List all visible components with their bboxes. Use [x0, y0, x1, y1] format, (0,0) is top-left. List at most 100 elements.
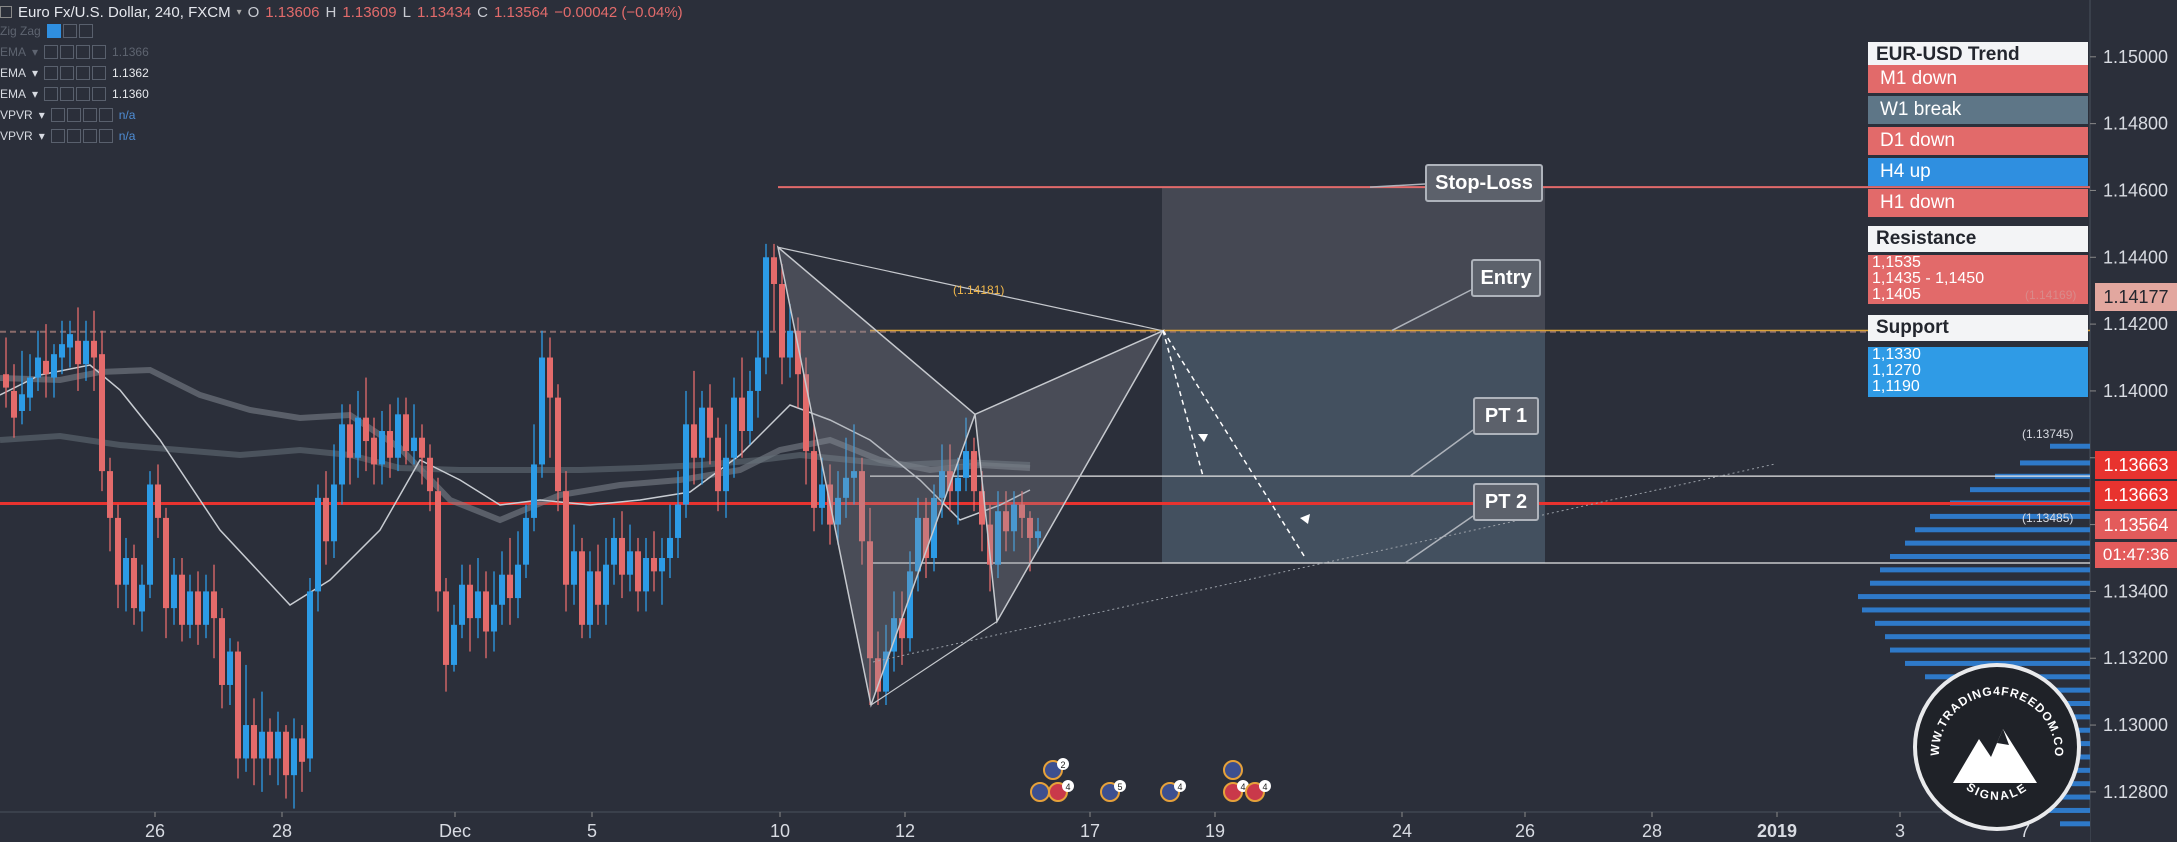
indicator-ema-3[interactable]: EMA ▾ 1.1360	[0, 87, 149, 101]
x-tick-label: Dec	[439, 821, 471, 841]
candle-body	[731, 397, 737, 458]
y-tick-label: 1.13400	[2103, 581, 2168, 601]
candle-body	[155, 484, 161, 518]
candle-body	[291, 738, 297, 776]
pt2-callout: PT 2	[1473, 483, 1539, 521]
candle-body	[163, 517, 169, 609]
y-tick-label: 1.14400	[2103, 247, 2168, 267]
indicator-name: EMA	[0, 66, 27, 80]
chevron-down-icon[interactable]: ▾	[236, 6, 242, 18]
candle-body	[843, 477, 849, 498]
indicator-ema-1[interactable]: EMA ▾ 1.1366	[0, 45, 149, 59]
arrow-to-pt1	[1162, 330, 1204, 477]
candle-body	[571, 551, 577, 585]
low-label: L	[402, 3, 411, 21]
y-tick-label: 1.14600	[2103, 180, 2168, 200]
x-tick-label: 2019	[1757, 821, 1797, 841]
candle-body	[11, 390, 17, 418]
x-tick-label: 12	[895, 821, 915, 841]
y-tick-label: 1.12800	[2103, 782, 2168, 802]
candle-body	[979, 491, 985, 525]
candle-body	[411, 437, 417, 452]
event-count-badge	[1174, 780, 1186, 792]
indicator-zigzag[interactable]: Zig Zag	[0, 24, 93, 38]
candle-body	[819, 484, 825, 508]
current-price-tag-2: 1.13663	[2095, 481, 2177, 509]
change-value: −0.00042 (−0.04%)	[554, 3, 683, 21]
y-tick-label: 1.14800	[2103, 114, 2168, 134]
trend-row-d1: D1 down	[1868, 127, 2088, 155]
indicator-vpvr-2[interactable]: VPVR ▾ n/a	[0, 129, 135, 143]
candle-body	[35, 357, 41, 378]
candle-body	[803, 374, 809, 452]
current-price-tag-1: 1.13663	[2095, 451, 2177, 479]
volume-profile-bar	[2045, 807, 2090, 813]
price-axis	[2090, 0, 2177, 842]
candle-body	[331, 484, 337, 542]
candle-body	[459, 584, 465, 625]
candle-body	[699, 407, 705, 458]
volume-profile-bar	[1880, 567, 2090, 573]
trend-row-h1: H1 down	[1868, 189, 2088, 217]
trend-dotted-line	[872, 463, 1776, 663]
candle-body	[483, 591, 489, 632]
candle-body	[99, 354, 105, 472]
indicator-controls[interactable]	[50, 108, 113, 122]
candle-body	[491, 604, 497, 632]
candle-body	[171, 574, 177, 609]
indicator-controls[interactable]	[46, 24, 93, 38]
chevron-down-icon[interactable]: ▾	[38, 108, 45, 122]
economic-event-icon	[1223, 760, 1243, 780]
event-count-badge	[1062, 780, 1074, 792]
indicator-value: 1.1362	[112, 66, 149, 80]
entry-right-label: (1.14169)	[2025, 288, 2077, 302]
volume-profile-bar	[1870, 580, 2090, 586]
support-level: 1,1190	[1872, 378, 1920, 395]
indicator-ema-2[interactable]: EMA ▾ 1.1362	[0, 66, 149, 80]
candle-body	[675, 504, 681, 538]
y-tick-label: 1.13000	[2103, 715, 2168, 735]
indicator-name: EMA	[0, 45, 27, 59]
menu-icon[interactable]	[0, 6, 12, 18]
candle-body	[907, 571, 913, 639]
candle-body	[811, 451, 817, 508]
candle-body	[795, 330, 801, 375]
candle-body	[75, 340, 81, 365]
symbol-title[interactable]: Euro Fx/U.S. Dollar, 240, FXCM	[18, 3, 231, 21]
chevron-down-icon[interactable]: ▾	[32, 66, 39, 80]
x-tick-label: 10	[770, 821, 790, 841]
economic-event-icon	[1030, 782, 1050, 802]
indicator-vpvr-1[interactable]: VPVR ▾ n/a	[0, 108, 135, 122]
candle-body	[891, 618, 897, 652]
x-tick-label: 17	[1080, 821, 1100, 841]
indicator-controls[interactable]	[50, 129, 113, 143]
open-label: O	[247, 3, 260, 21]
chevron-down-icon[interactable]: ▾	[38, 129, 45, 143]
candle-body	[403, 414, 409, 452]
indicator-controls[interactable]	[44, 45, 107, 59]
svg-text:WWW.TRADING4FREEDOM.COM: WWW.TRADING4FREEDOM.COM	[1917, 667, 2066, 757]
candle-body	[667, 537, 673, 558]
candle-body	[627, 551, 633, 575]
y-tick-label: 1.15000	[2103, 47, 2168, 67]
chevron-down-icon[interactable]: ▾	[32, 45, 39, 59]
candle-body	[59, 344, 65, 358]
chevron-down-icon[interactable]: ▾	[32, 87, 39, 101]
event-count-text: 4	[1177, 782, 1182, 792]
candle-body	[3, 374, 9, 388]
candle-body	[443, 591, 449, 665]
candle-body	[195, 591, 201, 625]
close-label: C	[477, 3, 489, 21]
stop-loss-zone	[1162, 187, 1545, 331]
open-value: 1.13606	[265, 3, 320, 21]
harmonic-triangle-xab	[776, 245, 976, 708]
indicator-controls[interactable]	[44, 66, 107, 80]
trend-row-h4: H4 up	[1868, 158, 2088, 186]
indicator-controls[interactable]	[44, 87, 107, 101]
x-tick-label: 24	[1392, 821, 1412, 841]
candle-body	[475, 591, 481, 619]
entry-pointer	[1391, 289, 1472, 332]
candle-body	[435, 491, 441, 592]
